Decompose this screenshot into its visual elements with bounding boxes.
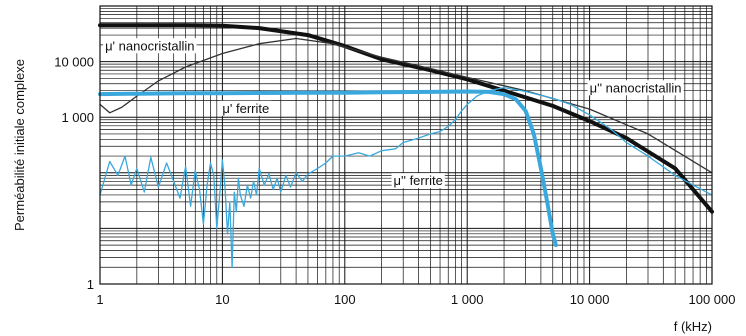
x-tick-label: 10 000 bbox=[570, 292, 610, 307]
x-tick-label: 1 000 bbox=[451, 292, 484, 307]
y-axis-label: Perméabilité initiale complexe bbox=[12, 59, 27, 231]
annotation-backdrop bbox=[103, 38, 197, 54]
annotation-label: μ'' nanocristallin bbox=[590, 80, 682, 95]
series-layer bbox=[98, 23, 714, 268]
annotation-label: μ' nanocristallin bbox=[105, 38, 194, 53]
annotation-label: μ' ferrite bbox=[222, 101, 269, 116]
y-tick-label: 10 000 bbox=[54, 55, 94, 70]
x-tick-label: 1 bbox=[96, 292, 103, 307]
annotations: μ' nanocristallin μ' ferrite μ'' nanocrist… bbox=[103, 38, 684, 189]
annotation-backdrop bbox=[220, 100, 272, 116]
series-line-3 bbox=[98, 89, 558, 248]
annotation-backdrop bbox=[587, 80, 684, 96]
plot-frame bbox=[99, 5, 713, 285]
x-tick-label: 100 000 bbox=[689, 292, 736, 307]
series-annotation: μ'' nanocristallin bbox=[587, 80, 684, 96]
x-tick-label: 10 bbox=[215, 292, 229, 307]
y-tick-label: 1 bbox=[87, 277, 94, 292]
x-axis-ticks: 1 10 100 1 000 10 000 100 000 bbox=[96, 292, 735, 307]
series-annotation: μ'' ferrite bbox=[391, 173, 445, 189]
y-tick-label: 1 000 bbox=[61, 110, 94, 125]
annotation-label: μ'' ferrite bbox=[394, 173, 443, 188]
x-axis-label: f (kHz) bbox=[674, 319, 712, 334]
series-line-1 bbox=[98, 23, 714, 214]
series-line-2 bbox=[99, 37, 713, 174]
x-tick-label: 100 bbox=[334, 292, 356, 307]
annotation-backdrop bbox=[391, 173, 445, 189]
series-annotation: μ' nanocristallin bbox=[103, 38, 197, 54]
series-line-4 bbox=[99, 86, 713, 268]
y-axis-ticks: 1 1 000 10 000 bbox=[54, 55, 94, 292]
series-annotation: μ' ferrite bbox=[220, 100, 272, 116]
